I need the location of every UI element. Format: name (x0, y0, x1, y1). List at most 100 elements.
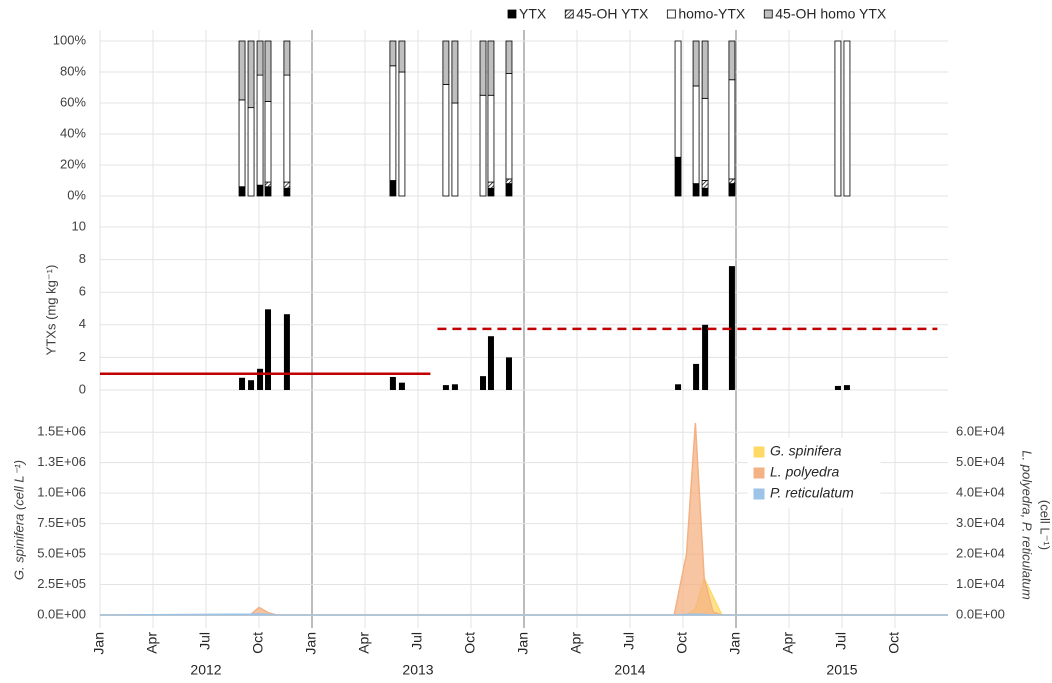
bar-segment (505, 178, 513, 184)
legend-label: L. polyedra (770, 464, 839, 480)
x-tick-label: Jan (515, 632, 531, 655)
x-tick-label: Jul (621, 632, 637, 650)
bar-segment (701, 187, 709, 197)
bar-segment (389, 65, 397, 181)
bar-segment (283, 181, 291, 189)
bar-segment (283, 74, 291, 183)
y2-tick-label: 5.0E+04 (956, 454, 1005, 469)
bar-segment (256, 184, 264, 197)
year-label: 2015 (826, 662, 857, 678)
legend-label: 45-OH YTX (576, 6, 649, 22)
y-axis-label: YTXs (mg kg⁻¹) (43, 265, 58, 356)
bar-segment (247, 40, 255, 109)
y-tick-label: 0% (67, 187, 86, 202)
bar-segment (398, 71, 406, 197)
bar-segment (389, 180, 397, 197)
legend-marker (763, 9, 773, 19)
bar (843, 385, 850, 390)
bar (389, 376, 396, 390)
legend-label: G. spinifera (770, 443, 842, 459)
bar-segment (505, 73, 513, 180)
bar-segment (692, 40, 700, 87)
legend-label: P. reticulatum (770, 485, 854, 501)
bar (693, 363, 700, 390)
bar (487, 336, 494, 390)
bar-segment (701, 40, 709, 99)
bar-segment (505, 183, 513, 197)
bar-segment (479, 94, 487, 197)
bar-segment (701, 180, 709, 189)
x-tick-label: Jan (727, 632, 743, 655)
bar-segment (728, 178, 736, 184)
legend-label: 45-OH homo YTX (775, 6, 887, 22)
y-tick-label: 10 (72, 218, 86, 233)
bar-segment (451, 102, 459, 197)
bar-segment (256, 40, 264, 76)
bar-segment (674, 156, 682, 197)
bar-segment (264, 40, 272, 102)
y-tick-label: 1.3E+06 (37, 454, 86, 469)
bar-segment (442, 40, 450, 85)
bar-segment (247, 107, 255, 197)
bar-segment (487, 187, 495, 197)
bar (398, 382, 405, 390)
bar-segment (843, 40, 851, 197)
legend-marker (564, 9, 574, 19)
y2-tick-label: 1.0E+04 (956, 576, 1005, 591)
legend-marker (753, 467, 765, 479)
y2-axis-label: (cell L⁻¹) (1038, 500, 1052, 550)
bar (505, 357, 512, 390)
y-tick-label: 2.5E+05 (37, 576, 86, 591)
bar (442, 385, 449, 390)
bar-segment (238, 186, 246, 197)
bar-segment (505, 40, 513, 74)
bar (239, 377, 246, 390)
x-tick-label: Oct (462, 632, 478, 654)
legend-box (747, 437, 881, 509)
y2-tick-label: 2.0E+04 (956, 546, 1005, 561)
x-tick-label: Jul (409, 632, 425, 650)
bar-segment (451, 40, 459, 104)
y-tick-label: 20% (60, 156, 86, 171)
legend-label: YTX (519, 6, 547, 22)
legend-marker (507, 9, 517, 19)
bar-segment (701, 97, 709, 181)
bar (257, 368, 264, 390)
bar-segment (487, 94, 495, 183)
y-tick-label: 6 (79, 284, 86, 299)
y-tick-label: 1.0E+06 (37, 485, 86, 500)
y-tick-label: 1.5E+06 (37, 424, 86, 439)
legend-marker (666, 9, 676, 19)
bar-segment (692, 183, 700, 197)
bar-segment (283, 187, 291, 197)
y-tick-label: 0 (79, 381, 86, 396)
y-tick-label: 80% (60, 63, 86, 78)
bar-segment (442, 84, 450, 197)
bar (283, 314, 290, 390)
bar-segment (238, 40, 246, 101)
bar-segment (728, 183, 736, 197)
bar-segment (398, 40, 406, 73)
y-tick-label: 8 (79, 251, 86, 266)
y2-axis-label: L. polyedra, P. reticulatum (1020, 450, 1035, 600)
bar-segment (692, 85, 700, 184)
x-tick-label: Jan (303, 632, 319, 655)
bar-segment (487, 40, 495, 96)
legend-marker (753, 488, 765, 500)
legend-label: homo-YTX (678, 6, 746, 22)
bar-segment (264, 101, 272, 183)
y-axis-label: G. spinifera (cell L⁻¹) (11, 460, 26, 580)
bar (480, 376, 487, 390)
bar (248, 380, 255, 390)
x-tick-label: Apr (356, 632, 372, 654)
y-tick-label: 7.5E+05 (37, 515, 86, 530)
bar-segment (479, 40, 487, 96)
bar-segment (256, 74, 264, 186)
x-tick-label: Oct (250, 632, 266, 654)
x-tick-label: Oct (886, 632, 902, 654)
y-tick-label: 5.0E+05 (37, 546, 86, 561)
y2-tick-label: 4.0E+04 (956, 485, 1005, 500)
bar (834, 385, 841, 390)
y-tick-label: 4 (79, 316, 86, 331)
